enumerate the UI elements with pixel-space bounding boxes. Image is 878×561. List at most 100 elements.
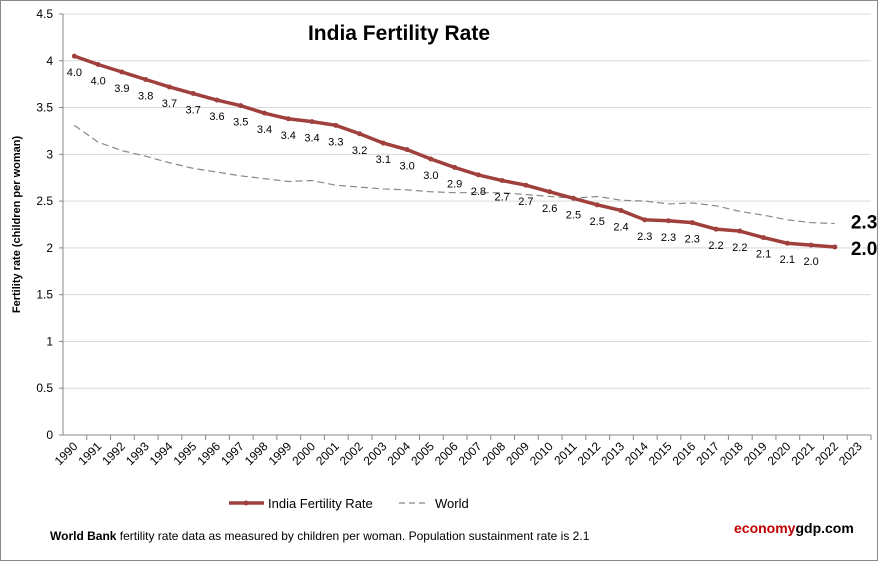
data-label-india: 3.0 xyxy=(423,170,438,182)
data-label-india: 4.0 xyxy=(67,67,82,79)
data-point-india xyxy=(570,195,576,201)
x-tick-label: 2009 xyxy=(503,439,532,468)
x-tick-label: 2002 xyxy=(337,439,366,468)
footnote-text: fertility rate data as measured by child… xyxy=(116,529,590,543)
data-point-india xyxy=(666,218,671,224)
data-point-india xyxy=(71,53,77,59)
legend-label-world: World xyxy=(435,496,469,511)
data-point-india xyxy=(404,147,410,153)
data-point-india xyxy=(119,69,125,75)
y-tick-label: 2.5 xyxy=(36,194,53,208)
data-label-india: 3.8 xyxy=(138,90,153,102)
brand-part-1: economy xyxy=(734,520,796,536)
data-label-india: 3.4 xyxy=(304,133,319,145)
data-point-india xyxy=(761,235,767,241)
x-tick-label: 1994 xyxy=(147,439,176,468)
data-label-india: 3.0 xyxy=(399,161,414,173)
x-tick-label: 2000 xyxy=(289,439,318,468)
data-label-india: 3.4 xyxy=(281,130,296,142)
data-label-india: 2.2 xyxy=(708,240,723,252)
data-label-india: 2.3 xyxy=(685,234,700,246)
x-tick-label: 2020 xyxy=(765,439,794,468)
data-label-india: 2.3 xyxy=(637,231,652,243)
series-line-india xyxy=(73,54,835,249)
data-point-india xyxy=(832,244,838,250)
data-label-india: 3.3 xyxy=(328,136,343,148)
x-tick-label: 2015 xyxy=(646,439,675,468)
legend-label-india: India Fertility Rate xyxy=(268,496,373,511)
x-tick-label: 2010 xyxy=(527,439,556,468)
y-tick-label: 1.5 xyxy=(36,288,53,302)
data-label-india: 3.1 xyxy=(376,154,391,166)
x-tick-label: 1993 xyxy=(123,439,152,468)
data-point-india xyxy=(166,84,172,90)
data-label-india: 4.0 xyxy=(90,76,105,88)
data-label-india: 2.4 xyxy=(613,221,628,233)
data-label-india: 2.7 xyxy=(494,192,509,204)
data-point-india xyxy=(689,220,695,226)
x-tick-label: 1999 xyxy=(266,439,295,468)
data-label-india: 2.8 xyxy=(471,186,486,198)
x-tick-label: 2005 xyxy=(408,439,437,468)
x-tick-label: 1998 xyxy=(242,439,271,468)
data-label-india: 2.9 xyxy=(447,178,462,190)
data-point-india xyxy=(452,164,458,170)
data-label-india: 3.5 xyxy=(233,117,248,129)
end-label-india: 2.0 xyxy=(851,239,877,260)
x-tick-label: 2003 xyxy=(361,439,390,468)
y-tick-label: 3.5 xyxy=(36,101,53,115)
x-tick-label: 2007 xyxy=(456,439,485,468)
x-tick-label: 2021 xyxy=(788,439,817,468)
x-tick-label: 2004 xyxy=(384,439,413,468)
y-tick-label: 0.5 xyxy=(36,381,53,395)
legend-marker-point xyxy=(243,500,249,506)
data-label-india: 2.2 xyxy=(732,242,747,254)
data-point-india xyxy=(333,122,339,128)
x-tick-label: 2001 xyxy=(313,439,342,468)
data-point-india xyxy=(475,172,481,178)
y-tick-label: 4.5 xyxy=(36,7,53,21)
data-point-india xyxy=(357,131,363,137)
data-point-india xyxy=(499,178,505,184)
data-point-india xyxy=(238,103,244,109)
data-label-india: 2.6 xyxy=(542,203,557,215)
x-tick-label: 1991 xyxy=(75,439,104,468)
data-label-india: 2.3 xyxy=(661,232,676,244)
data-point-india xyxy=(190,91,196,97)
data-point-india xyxy=(309,119,315,125)
data-label-india: 2.0 xyxy=(803,256,818,268)
y-axis-label: Fertility rate (children per woman) xyxy=(11,136,23,314)
data-label-india: 2.1 xyxy=(756,249,771,261)
brand-logo[interactable]: economygdp.com xyxy=(734,520,854,536)
x-tick-label: 1996 xyxy=(194,439,223,468)
x-tick-label: 2023 xyxy=(836,439,865,468)
brand-part-2: gdp.com xyxy=(795,520,854,536)
data-point-india xyxy=(285,116,291,122)
data-point-india xyxy=(594,202,600,208)
x-tick-label: 1990 xyxy=(52,439,81,468)
y-tick-label: 0 xyxy=(46,428,53,442)
y-tick-label: 2 xyxy=(46,241,53,255)
data-label-india: 3.9 xyxy=(114,83,129,95)
data-point-india xyxy=(523,182,529,188)
data-label-india: 3.4 xyxy=(257,124,272,136)
data-label-india: 2.5 xyxy=(566,209,581,221)
data-point-india xyxy=(808,242,814,248)
x-tick-label: 1997 xyxy=(218,439,247,468)
data-point-india xyxy=(547,189,553,195)
x-tick-label: 2016 xyxy=(670,439,699,468)
series-line-world xyxy=(74,124,835,225)
data-point-india xyxy=(713,226,719,232)
chart-title: India Fertility Rate xyxy=(308,22,490,45)
x-tick-label: 1995 xyxy=(171,439,200,468)
data-point-india xyxy=(737,228,743,234)
x-tick-label: 2008 xyxy=(479,439,508,468)
data-label-india: 3.6 xyxy=(209,111,224,123)
y-tick-label: 4 xyxy=(46,54,53,68)
data-point-india xyxy=(214,97,220,103)
x-tick-label: 2006 xyxy=(432,439,461,468)
data-point-india xyxy=(428,156,434,162)
data-label-india: 2.7 xyxy=(518,196,533,208)
x-tick-label: 2012 xyxy=(575,439,604,468)
